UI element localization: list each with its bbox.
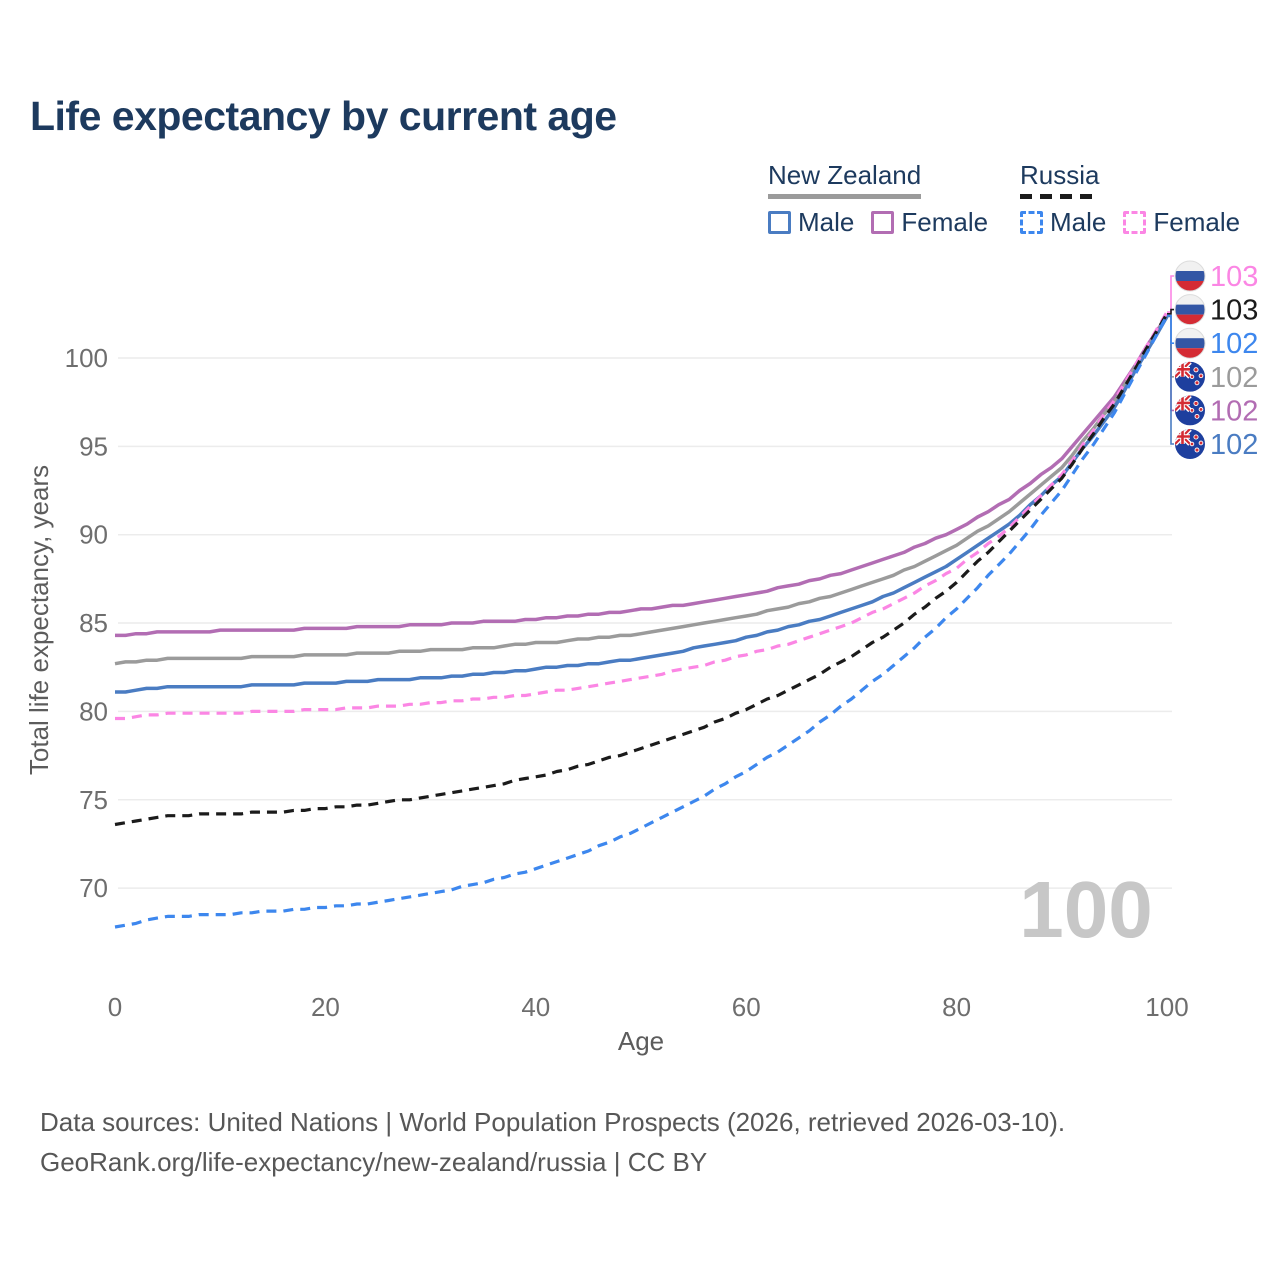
legend-country-russia: Russia [1020, 160, 1100, 190]
legend-label-ru-male: Male [1050, 207, 1107, 237]
x-tick-label-100: 100 [1145, 992, 1188, 1022]
x-axis-label: Age [618, 1026, 664, 1056]
x-tick-label-40: 40 [521, 992, 550, 1022]
leader-line-ru-male [1167, 314, 1174, 345]
end-label-nz-male: 102 [1210, 429, 1258, 461]
russia-flag-icon [1174, 327, 1206, 359]
y-tick-label-70: 70 [79, 873, 108, 903]
end-label-ru-male: 102 [1210, 328, 1258, 360]
footer: Data sources: United Nations | World Pop… [40, 1102, 1065, 1182]
line-nz-total [114, 314, 1169, 666]
footer-data-sources: Data sources: United Nations | World Pop… [40, 1107, 1066, 1137]
footer-attribution: GeoRank.org/life-expectancy/new-zealand/… [40, 1147, 708, 1177]
leader-line-ru-total [1167, 308, 1174, 315]
legend-label-ru-female: Female [1153, 207, 1241, 237]
legend-label-nz-male: Male [798, 207, 855, 237]
x-tick-label-20: 20 [311, 992, 340, 1022]
y-axis-label: Total life expectancy, years [24, 465, 54, 775]
leader-line-ru-female [1167, 275, 1174, 313]
legend-group-russia: Russia Male Female [1020, 160, 1257, 238]
x-tick-label-0: 0 [108, 992, 122, 1022]
x-tick-label-80: 80 [942, 992, 971, 1022]
legend-country-new-zealand: New Zealand [768, 160, 922, 190]
line-nz-male [115, 315, 1169, 694]
y-tick-label-100: 100 [65, 343, 108, 373]
russia-flag-icon [1174, 294, 1206, 326]
legend-underline-dashed [1020, 194, 1100, 199]
legend-item-nz-female[interactable]: Female [871, 207, 988, 238]
end-label-ru-female: 103 [1210, 261, 1258, 293]
y-tick-label-80: 80 [79, 696, 108, 726]
line-ru-male [114, 314, 1169, 929]
series-layer [114, 311, 1169, 929]
axis-layer: 70 75 80 85 90 95 100 0 20 40 60 80 100 Age Total life… [24, 343, 1189, 1056]
ru-female-swatch-icon[interactable] [1123, 211, 1147, 234]
nz-female-swatch-icon[interactable] [871, 211, 895, 234]
y-tick-label-85: 85 [79, 608, 108, 638]
leader-line-nz-male [1167, 315, 1174, 445]
legend-item-nz-male[interactable]: Male [768, 207, 854, 238]
x-tick-label-60: 60 [732, 992, 761, 1022]
y-tick-label-75: 75 [79, 785, 108, 815]
nz-male-swatch-icon[interactable] [768, 211, 791, 234]
line-ru-total [114, 312, 1169, 827]
legend-underline-solid [768, 194, 922, 199]
page-title: Life expectancy by current age [30, 93, 617, 139]
legend-item-ru-male[interactable]: Male [1020, 207, 1106, 238]
legend-label-nz-female: Female [901, 207, 989, 237]
legend-item-ru-female[interactable]: Female [1123, 207, 1240, 238]
new-zealand-flag-icon [1175, 361, 1205, 392]
grid-layer [118, 357, 1172, 889]
end-label-nz-female: 102 [1210, 395, 1258, 427]
line-nz-female [115, 314, 1169, 638]
legend-group-new-zealand: New Zealand Male Female [768, 160, 1005, 238]
y-tick-label-90: 90 [79, 520, 108, 550]
russia-flag-icon [1174, 260, 1206, 292]
new-zealand-flag-icon [1175, 395, 1205, 426]
new-zealand-flag-icon [1175, 429, 1205, 459]
age-watermark: 100 [1019, 865, 1153, 954]
line-ru-female [115, 311, 1169, 721]
end-label-nz-total: 102 [1210, 362, 1258, 394]
end-label-ru-total: 103 [1210, 295, 1258, 327]
ru-male-swatch-icon[interactable] [1020, 211, 1043, 234]
y-tick-label-95: 95 [79, 431, 108, 461]
